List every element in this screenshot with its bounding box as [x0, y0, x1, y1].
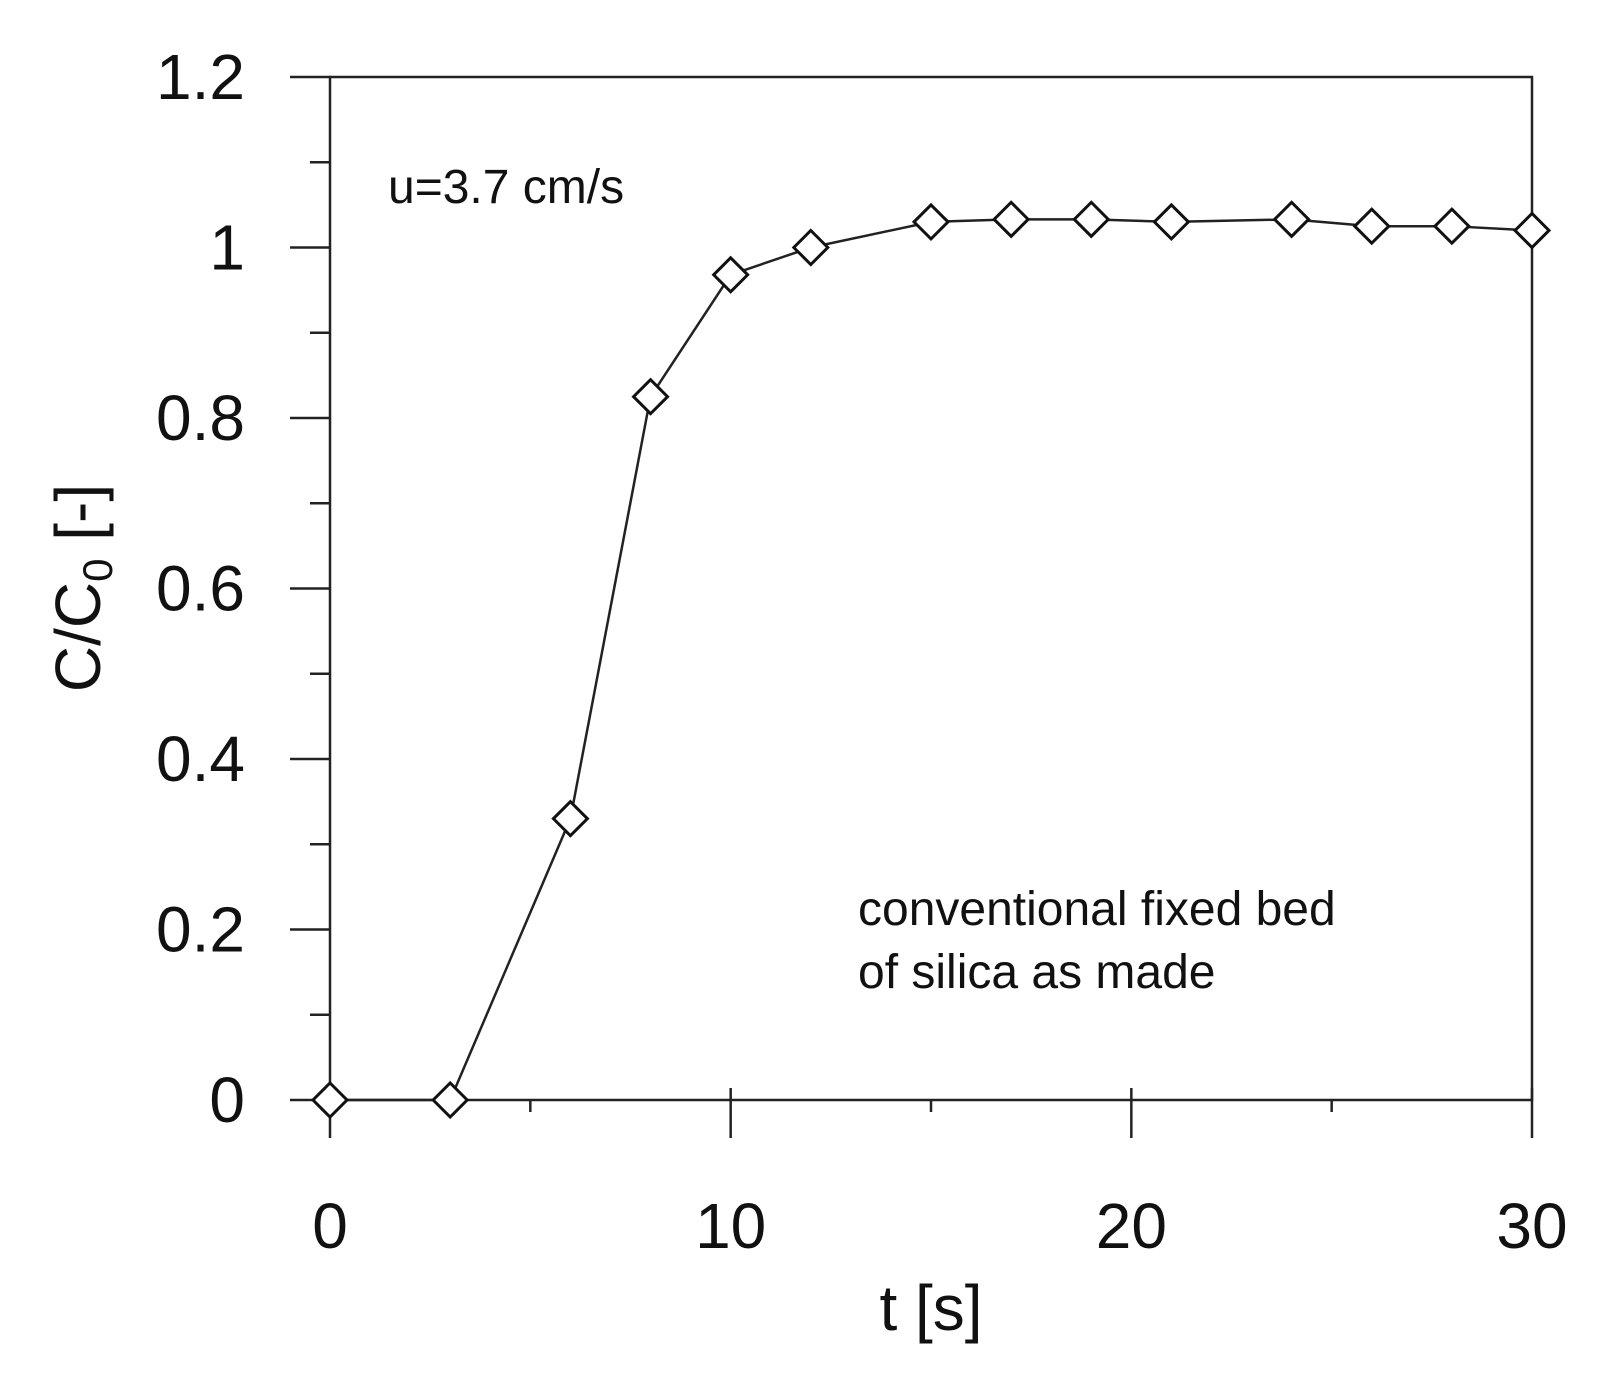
y-tick-label: 1 [209, 212, 245, 284]
y-tick-label: 0 [209, 1064, 245, 1136]
tick-labels: 0 10 20 30 0 0.2 0.4 0.6 0.8 1 1.2 [156, 41, 1568, 1262]
x-tick-label: 0 [312, 1190, 348, 1262]
y-tick-label: 0.4 [156, 723, 245, 795]
plot-frame [328, 75, 1534, 1102]
data-point [711, 255, 750, 294]
x-axis-label: t [s] [879, 1272, 982, 1344]
axis-ticks [290, 75, 1534, 1138]
data-point [1352, 207, 1391, 246]
data-point [431, 1080, 470, 1120]
data-point [1432, 207, 1471, 246]
y-tick-label: 1.2 [156, 41, 245, 113]
data-point [1072, 200, 1111, 239]
bed-annotation-line-2: of silica as made [858, 946, 1216, 999]
data-point [1152, 202, 1191, 242]
data-point [551, 799, 590, 838]
y-tick-label: 0.6 [156, 553, 245, 625]
y-tick-label: 0.8 [156, 382, 245, 454]
x-tick-label: 10 [695, 1190, 766, 1262]
bed-annotation-line-1: conventional fixed bed [858, 883, 1336, 936]
y-axis-label-subscript: 0 [74, 559, 121, 582]
marker-layer [310, 200, 1552, 1120]
data-point [631, 377, 670, 416]
data-point [992, 200, 1031, 239]
x-tick-label: 30 [1496, 1190, 1567, 1262]
x-tick-label: 20 [1096, 1190, 1167, 1262]
data-point [791, 228, 830, 267]
velocity-annotation: u=3.7 cm/s [388, 161, 624, 214]
y-axis-label: C/C0 [-] [42, 484, 121, 692]
data-point [1512, 211, 1552, 250]
y-axis-label-main: C/C [42, 582, 114, 692]
y-tick-label: 0.2 [156, 894, 245, 966]
data-point [310, 1080, 350, 1120]
data-point [911, 202, 951, 242]
y-axis-label-suffix: [-] [42, 484, 114, 559]
data-point [1272, 200, 1311, 239]
